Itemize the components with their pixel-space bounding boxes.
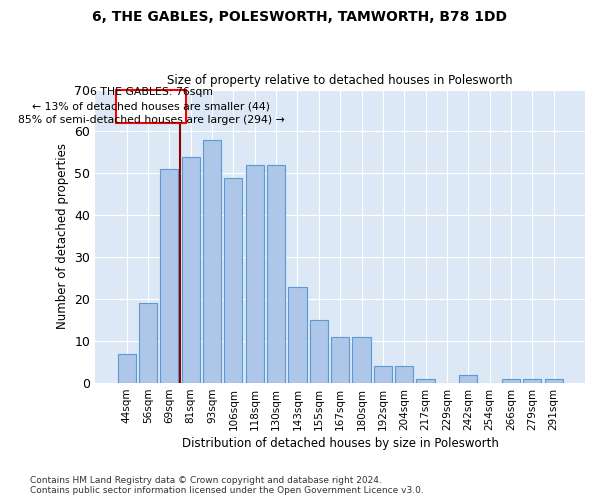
Bar	[203, 140, 221, 383]
Bar	[289, 286, 307, 383]
Bar	[416, 379, 434, 383]
Bar	[182, 156, 200, 383]
Bar	[502, 379, 520, 383]
Bar	[523, 379, 541, 383]
Bar	[245, 165, 264, 383]
Bar	[139, 304, 157, 383]
Text: 6, THE GABLES, POLESWORTH, TAMWORTH, B78 1DD: 6, THE GABLES, POLESWORTH, TAMWORTH, B78…	[92, 10, 508, 24]
Bar	[545, 379, 563, 383]
Bar	[395, 366, 413, 383]
FancyBboxPatch shape	[116, 90, 187, 123]
Bar	[267, 165, 285, 383]
Bar	[118, 354, 136, 383]
Text: 6 THE GABLES: 76sqm
← 13% of detached houses are smaller (44)
85% of semi-detach: 6 THE GABLES: 76sqm ← 13% of detached ho…	[18, 88, 284, 126]
Bar	[310, 320, 328, 383]
Bar	[352, 337, 371, 383]
Bar	[160, 169, 178, 383]
X-axis label: Distribution of detached houses by size in Polesworth: Distribution of detached houses by size …	[182, 437, 499, 450]
Bar	[459, 374, 478, 383]
Bar	[224, 178, 242, 383]
Text: Contains HM Land Registry data © Crown copyright and database right 2024.
Contai: Contains HM Land Registry data © Crown c…	[30, 476, 424, 495]
Bar	[374, 366, 392, 383]
Y-axis label: Number of detached properties: Number of detached properties	[56, 144, 69, 330]
Title: Size of property relative to detached houses in Polesworth: Size of property relative to detached ho…	[167, 74, 513, 87]
Bar	[331, 337, 349, 383]
